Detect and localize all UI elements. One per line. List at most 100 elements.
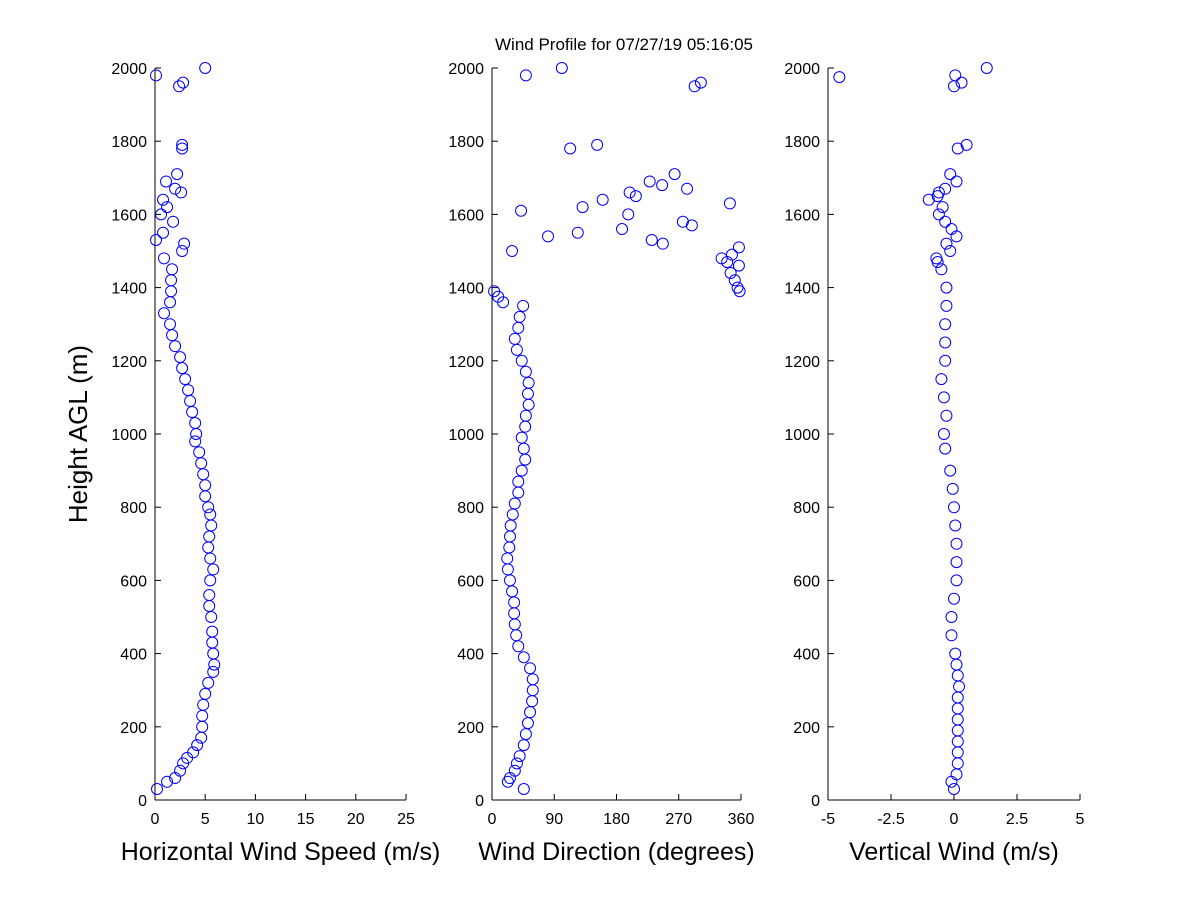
data-point — [204, 574, 217, 587]
y-tick-label: 1000 — [111, 427, 147, 444]
data-point — [165, 274, 178, 287]
data-point — [723, 197, 736, 210]
data-point — [187, 746, 200, 759]
data-point — [960, 138, 973, 151]
y-tick-label: 600 — [457, 573, 484, 590]
data-point — [161, 201, 174, 214]
data-point — [950, 574, 963, 587]
data-point — [501, 552, 514, 565]
data-point — [197, 468, 210, 481]
data-point — [510, 757, 523, 770]
x-tick-label: 360 — [728, 811, 755, 828]
x-tick-label: 0 — [950, 811, 959, 828]
x-tick-label: 25 — [397, 811, 415, 828]
data-point — [949, 647, 962, 660]
y-tick-label: 1400 — [784, 281, 820, 298]
data-point — [951, 757, 964, 770]
x-tick-label: 0 — [488, 811, 497, 828]
data-point — [948, 501, 960, 514]
data-point — [517, 739, 530, 752]
data-point — [726, 248, 739, 261]
data-point — [950, 556, 963, 569]
data-point — [202, 501, 215, 514]
data-point — [202, 676, 215, 689]
data-point — [629, 190, 642, 203]
data-point — [955, 76, 968, 89]
data-point — [524, 662, 537, 675]
x-tick-label: 90 — [545, 811, 563, 828]
data-point — [512, 486, 525, 499]
data-point — [203, 600, 216, 613]
y-tick-label: 1400 — [448, 281, 484, 298]
x-tick-label: 5 — [201, 811, 210, 828]
y-tick-label: 2000 — [111, 61, 147, 78]
data-point — [501, 563, 514, 576]
data-point — [616, 223, 629, 236]
data-point — [517, 442, 530, 455]
data-point — [169, 340, 182, 353]
y-tick-label: 2000 — [448, 61, 484, 78]
data-point — [937, 428, 950, 440]
y-tick-label: 400 — [120, 647, 147, 664]
data-point — [676, 215, 689, 228]
data-point — [946, 482, 959, 495]
data-point — [207, 665, 220, 678]
data-point — [515, 354, 528, 367]
data-point — [204, 508, 217, 521]
data-point — [944, 245, 957, 257]
data-point — [506, 585, 519, 598]
data-point — [728, 274, 741, 287]
data-point — [199, 490, 212, 503]
data-point — [517, 783, 530, 796]
data-point — [169, 182, 182, 195]
data-point — [950, 537, 963, 550]
data-point — [206, 636, 219, 649]
data-point — [526, 673, 539, 686]
data-point — [202, 541, 215, 554]
data-point — [189, 417, 202, 430]
data-point — [515, 464, 528, 477]
data-point — [937, 391, 950, 404]
x-axis-label: Wind Direction (degrees) — [478, 838, 755, 866]
data-point — [512, 321, 525, 334]
x-tick-label: 180 — [603, 811, 630, 828]
data-point — [922, 193, 935, 206]
data-point — [939, 336, 952, 349]
data-point — [165, 285, 178, 298]
data-point — [508, 618, 521, 631]
data-point — [207, 563, 220, 576]
data-point — [936, 201, 949, 214]
data-point — [939, 442, 952, 455]
data-point — [161, 775, 174, 788]
y-tick-label: 200 — [457, 720, 484, 737]
data-point — [724, 266, 737, 279]
x-tick-label: 0 — [151, 811, 160, 828]
data-point — [167, 215, 180, 228]
data-point — [512, 475, 525, 488]
data-point — [940, 299, 953, 312]
data-point — [508, 497, 521, 510]
data-point — [179, 373, 192, 386]
y-tick-label: 800 — [120, 500, 147, 517]
data-point — [522, 376, 535, 389]
y-tick-label: 1000 — [448, 427, 484, 444]
data-point — [184, 395, 197, 408]
y-tick-label: 1600 — [448, 207, 484, 224]
data-point — [656, 179, 669, 192]
data-point — [510, 343, 523, 356]
data-point — [944, 168, 957, 181]
y-tick-label: 200 — [120, 720, 147, 737]
data-point — [515, 431, 528, 444]
x-tick-label: 10 — [247, 811, 265, 828]
y-tick-label: 0 — [475, 793, 484, 810]
data-point — [951, 142, 964, 155]
x-tick-label: 270 — [665, 811, 692, 828]
data-point — [945, 629, 958, 642]
data-point — [932, 186, 945, 199]
data-point — [623, 186, 636, 199]
y-tick-label: 2000 — [784, 61, 820, 78]
data-point — [951, 735, 964, 748]
x-tick-label: -2.5 — [877, 811, 905, 828]
data-point — [513, 750, 526, 763]
